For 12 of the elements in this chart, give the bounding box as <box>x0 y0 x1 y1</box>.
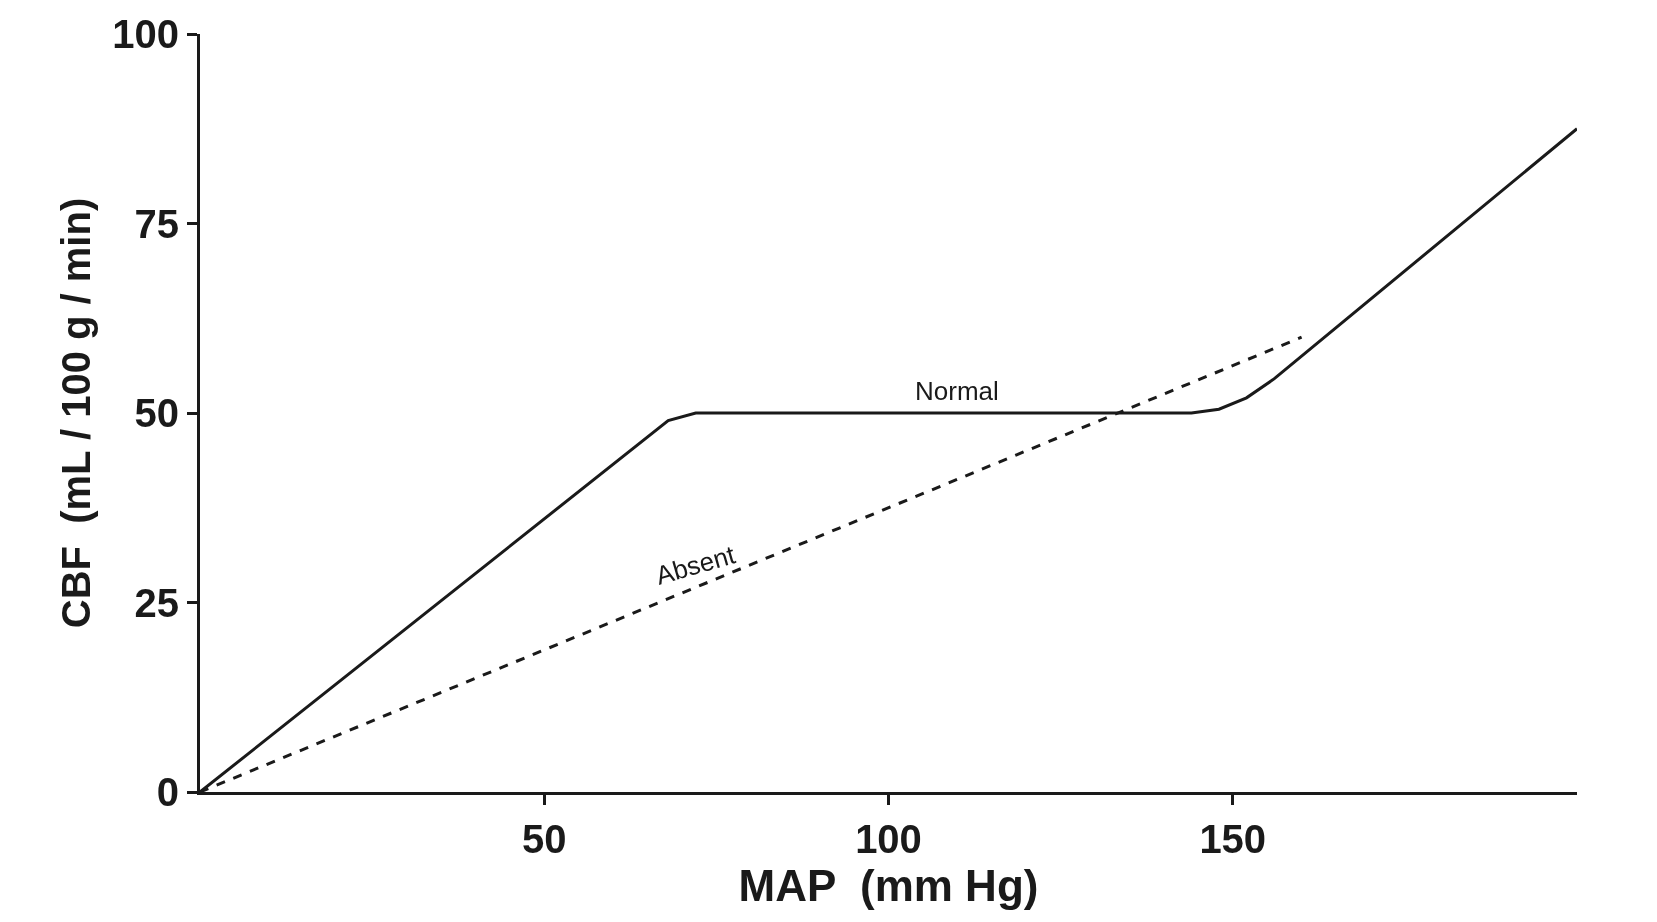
x-tick-label: 100 <box>855 817 922 861</box>
y-axis-title: CBF (mL / 100 g / min) <box>53 197 98 629</box>
x-tick-label: 150 <box>1199 817 1267 861</box>
series-label: Normal <box>915 376 999 406</box>
y-tick-label: 100 <box>112 12 179 56</box>
y-tick-label: 75 <box>134 201 179 246</box>
text: Absent <box>652 539 740 591</box>
y-tick-label: 0 <box>156 770 179 814</box>
x-axis-title: MAP (mm Hg) <box>738 861 1039 910</box>
y-tick-label: 50 <box>134 391 179 435</box>
x-tick-label: 50 <box>522 817 567 861</box>
y-tick-label: 25 <box>134 580 179 625</box>
